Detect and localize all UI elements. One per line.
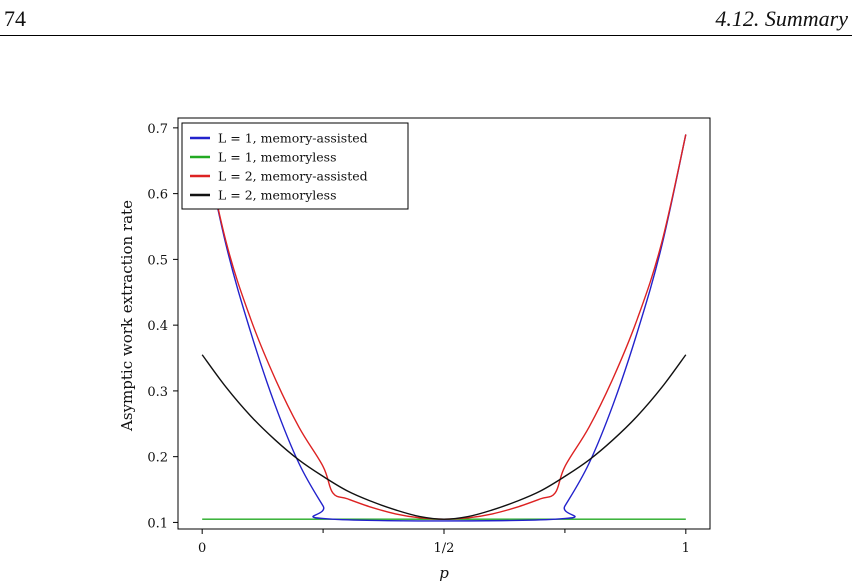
y-axis-label: Asymptic work extraction rate (118, 200, 136, 432)
y-tick-label: 0.7 (147, 122, 168, 137)
y-tick-label: 0.6 (147, 188, 168, 203)
legend-label: L = 2, memory-assisted (218, 169, 368, 184)
x-tick-label: 1 (682, 541, 690, 556)
x-tick-label: 0 (198, 541, 206, 556)
plot-lines (201, 134, 687, 522)
series-line-4 (201, 354, 687, 520)
legend-label: L = 2, memoryless (218, 188, 337, 203)
y-tick-label: 0.5 (147, 253, 168, 268)
legend-label: L = 1, memoryless (218, 150, 337, 165)
y-tick-label: 0.2 (147, 451, 168, 466)
legend-box (181, 122, 409, 210)
section-title: 4.12. Summary (715, 6, 848, 31)
x-axis-label: p (439, 564, 449, 582)
y-tick-label: 0.3 (147, 385, 168, 400)
page-number: 74 (4, 6, 26, 31)
y-tick-label: 0.4 (147, 319, 168, 334)
legend: L = 1, memory-assisted L = 1, memoryless L… (181, 122, 409, 210)
legend-label: L = 1, memory-assisted (218, 131, 368, 146)
x-tick-label: 1/2 (434, 541, 455, 556)
series-line-1 (201, 134, 687, 522)
axis-ticks: 0.1 0.2 0.3 0.4 0.5 0.6 0.7 0 1/2 1 (147, 122, 690, 556)
header-rule (0, 35, 852, 36)
y-tick-label: 0.1 (147, 516, 168, 531)
page-header: 74 4.12. Summary (0, 0, 852, 40)
